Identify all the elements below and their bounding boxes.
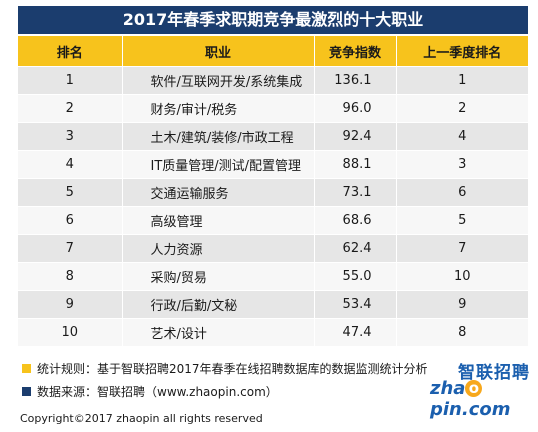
blue-square-icon [22,387,31,396]
logo-chinese-text: 智联招聘 [458,363,530,383]
job-cell: 高级管理 [122,206,315,235]
index-cell: 62.4 [314,234,397,263]
table-row: 6 高级管理 68.6 5 [18,206,528,235]
prev-rank-cell: 6 [396,178,528,207]
rank-cell: 9 [18,290,123,319]
stat-rule-text: 统计规则：基于智联招聘2017年春季在线招聘数据库的数据监测统计分析 [37,362,428,376]
job-cell: 艺术/设计 [122,318,315,346]
prev-rank-cell: 9 [396,290,528,319]
yellow-square-icon [22,364,31,373]
table-row: 9 行政/后勤/文秘 53.4 9 [18,290,528,319]
prev-rank-cell: 3 [396,150,528,179]
table-row: 7 人力资源 62.4 7 [18,234,528,263]
index-cell: 73.1 [314,178,397,207]
rank-cell: 5 [18,178,123,207]
table-header: 排名 职业 竞争指数 上一季度排名 [18,36,528,67]
rank-cell: 3 [18,122,123,151]
rank-cell: 2 [18,94,123,123]
logo-english-text: zha o pin.com [430,378,534,420]
data-source-text: 数据来源：智联招聘（www.zhaopin.com） [37,385,278,399]
index-cell: 55.0 [314,262,397,291]
job-cell: 土木/建筑/装修/市政工程 [122,122,315,151]
header-index: 竞争指数 [314,36,397,67]
zhaopin-logo: 智联招聘 zha o pin.com [430,358,534,420]
table-row: 4 IT质量管理/测试/配置管理 88.1 3 [18,150,528,179]
job-cell: 软件/互联网开发/系统集成 [122,66,315,95]
job-cell: 财务/审计/税务 [122,94,315,123]
data-source-note: 数据来源：智联招聘（www.zhaopin.com） [22,384,278,400]
prev-rank-cell: 5 [396,206,528,235]
prev-rank-cell: 1 [396,66,528,95]
table-row: 3 土木/建筑/装修/市政工程 92.4 4 [18,122,528,151]
rank-cell: 1 [18,66,123,95]
rank-cell: 4 [18,150,123,179]
job-cell: 交通运输服务 [122,178,315,207]
table-row: 2 财务/审计/税务 96.0 2 [18,94,528,123]
header-job: 职业 [122,36,315,67]
header-rank: 排名 [18,36,123,67]
table-row: 8 采购/贸易 55.0 10 [18,262,528,291]
prev-rank-cell: 10 [396,262,528,291]
header-prev-rank: 上一季度排名 [396,36,528,67]
rank-cell: 8 [18,262,123,291]
index-cell: 136.1 [314,66,397,95]
logo-en-suffix: pin.com [430,399,511,420]
rank-cell: 10 [18,318,123,346]
index-cell: 53.4 [314,290,397,319]
index-cell: 92.4 [314,122,397,151]
rank-cell: 7 [18,234,123,263]
logo-en-prefix: zha [430,378,466,399]
logo-orange-o: o [465,380,483,397]
rank-cell: 6 [18,206,123,235]
job-cell: 行政/后勤/文秘 [122,290,315,319]
prev-rank-cell: 4 [396,122,528,151]
index-cell: 88.1 [314,150,397,179]
page-title: 2017年春季求职期竞争最激烈的十大职业 [18,6,528,34]
index-cell: 68.6 [314,206,397,235]
prev-rank-cell: 8 [396,318,528,346]
ranking-table: 排名 职业 竞争指数 上一季度排名 1 软件/互联网开发/系统集成 136.1 … [18,36,528,346]
copyright-footer: Copyright©2017 zhaopin all rights reserv… [20,412,263,425]
table-row: 1 软件/互联网开发/系统集成 136.1 1 [18,66,528,95]
prev-rank-cell: 2 [396,94,528,123]
job-cell: IT质量管理/测试/配置管理 [122,150,315,179]
table-row: 5 交通运输服务 73.1 6 [18,178,528,207]
stat-rule-note: 统计规则：基于智联招聘2017年春季在线招聘数据库的数据监测统计分析 [22,361,428,377]
job-cell: 人力资源 [122,234,315,263]
table-row: 10 艺术/设计 47.4 8 [18,318,528,346]
index-cell: 96.0 [314,94,397,123]
job-cell: 采购/贸易 [122,262,315,291]
prev-rank-cell: 7 [396,234,528,263]
index-cell: 47.4 [314,318,397,346]
